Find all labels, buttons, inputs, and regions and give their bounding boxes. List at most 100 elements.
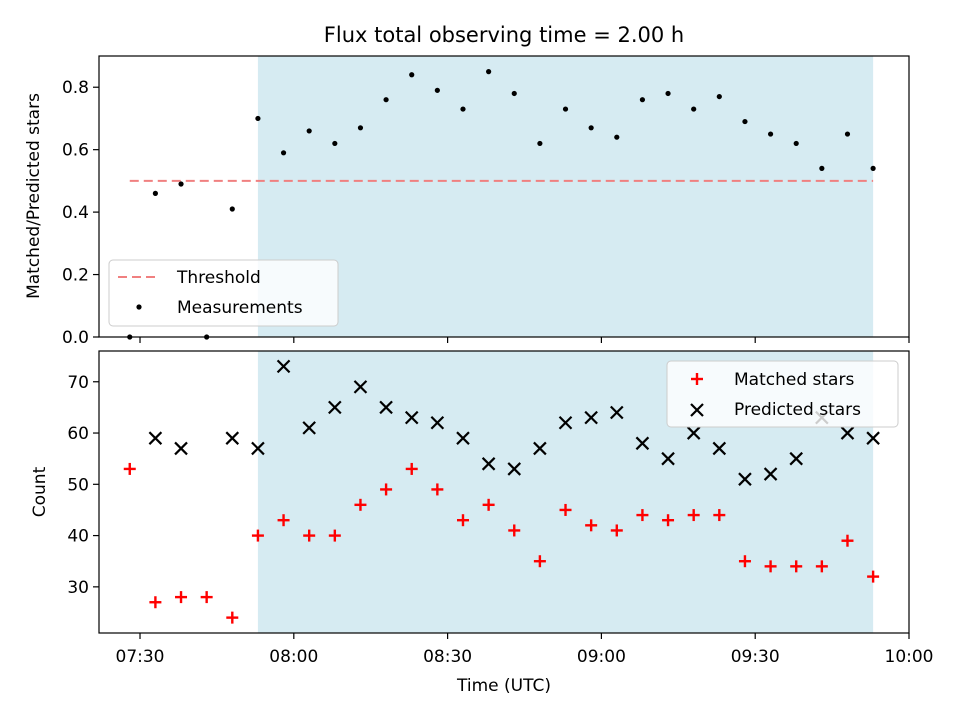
measurement-point [537,140,543,147]
predicted-star-point [661,451,675,466]
legend-matched-swatch [691,373,703,385]
bottom-x-ticks: 07:30 08:00 08:30 09:00 09:30 10:00 [116,633,934,667]
measurement-point [819,165,825,171]
matched-star-point [431,483,444,496]
bottom-legend: Matched stars Predicted stars [666,360,899,428]
measurement-point [383,97,389,103]
legend-predicted-swatch [690,403,704,417]
measurement-point [588,125,594,131]
legend-threshold-label: Threshold [176,268,261,288]
bottom-y-ticks: 30 40 50 60 70 [67,373,99,598]
x-tick-label: 09:00 [577,647,626,667]
predicted-star-point [789,451,803,466]
legend-predicted-label: Predicted stars [734,400,861,420]
matched-star-point [790,560,803,573]
x-tick-label: 07:30 [116,647,165,667]
predicted-star-point [533,441,547,456]
predicted-stars-points [148,359,880,486]
predicted-star-point [686,426,701,440]
predicted-star-point [610,405,624,420]
measurement-point [357,125,364,131]
y-tick-label: 0.4 [62,203,89,223]
top-x-ticks [139,337,910,343]
predicted-star-point [866,431,880,445]
predicted-star-point [353,380,368,394]
predicted-star-point [481,457,496,471]
measurement-point [178,181,184,187]
y-tick-label: 30 [67,578,89,598]
matched-star-point [636,509,649,522]
legend-measurements-swatch [136,304,142,310]
predicted-star-point [763,467,778,481]
matched-star-point [713,509,726,522]
matched-star-point [764,560,777,573]
predicted-star-point [558,416,573,430]
x-tick-label: 08:30 [423,647,472,667]
predicted-star-point [174,441,188,456]
matched-star-point [662,514,675,527]
predicted-star-point [328,400,342,415]
x-axis-label: Time (UTC) [456,676,551,696]
measurement-point [793,140,799,147]
measurement-point [639,97,646,103]
bottom-y-axis-label: Count [30,466,50,517]
y-tick-label: 70 [67,373,89,393]
matched-star-point [226,611,239,624]
measurement-point [767,131,774,137]
x-tick-label: 08:00 [269,647,318,667]
y-tick-label: 0.2 [62,266,89,286]
matched-star-point [508,524,521,537]
matched-star-point [533,555,546,568]
bottom-panel: 30 40 50 60 70 07:30 08:00 08:30 09:00 09:30 10:0… [30,350,934,696]
matched-stars-points [123,462,880,624]
predicted-star-point [225,431,240,445]
top-panel: 0.00.20.40.60.8 Matched/Predicted stars … [24,55,910,348]
predicted-star-point [302,421,316,435]
measurement-point [280,150,287,156]
top-y-ticks: 0.0 0.2 0.4 0.6 0.8 [62,78,99,348]
matched-star-point [277,514,290,527]
legend-measurements-label: Measurements [177,298,303,318]
predicted-star-point [584,410,598,425]
top-observing-window [257,56,874,337]
y-tick-label: 0.6 [62,141,89,161]
measurement-point [306,128,312,134]
measurement-point [665,90,671,97]
measurement-point [332,140,338,147]
matched-star-point [456,514,469,527]
matched-star-point [687,509,700,522]
measurement-point [870,165,876,171]
y-tick-label: 0.8 [62,78,89,98]
matched-star-point [867,570,880,583]
measurement-point [844,131,851,137]
measurement-point [486,69,492,75]
predicted-star-point [738,472,752,486]
measurement-point [409,72,415,78]
matched-star-point [405,462,418,475]
top-legend-box [108,259,339,327]
matched-star-point [149,596,162,609]
matched-star-point [559,503,572,516]
predicted-star-point [840,426,855,440]
measurement-points [127,69,876,340]
top-axes-frame [98,55,910,338]
measurement-point [460,106,466,112]
x-tick-label: 10:00 [885,647,934,667]
matched-star-point [610,524,623,537]
matched-star-point [175,591,188,604]
top-y-axis-label: Matched/Predicted stars [24,93,44,299]
measurement-point [742,118,748,125]
matched-star-point [380,483,393,496]
matched-star-point [251,529,264,542]
measurement-point [152,190,158,196]
matched-star-point [815,560,828,573]
predicted-star-point [148,431,163,445]
predicted-star-point [430,416,445,430]
measurement-point [229,206,235,212]
predicted-star-point [635,436,650,451]
measurement-point [691,106,697,112]
matched-star-point [841,534,854,547]
matched-star-point [123,462,136,475]
matched-star-point [200,591,213,604]
